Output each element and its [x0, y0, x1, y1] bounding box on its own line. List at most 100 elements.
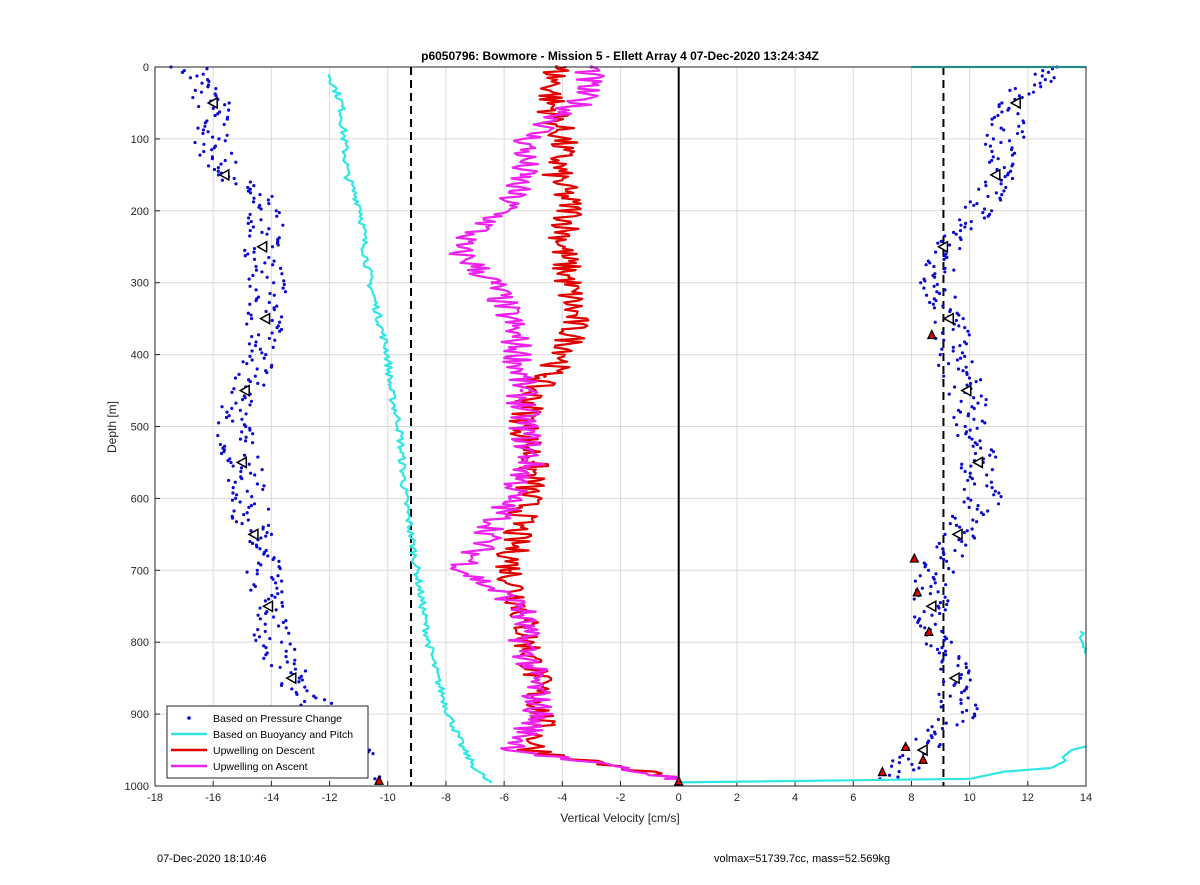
pressure-change-point [1033, 72, 1037, 76]
pressure-change-point [216, 166, 220, 170]
pressure-change-point [977, 187, 981, 191]
profile-triangle-marker [247, 528, 259, 541]
pressure-change-point [989, 480, 993, 484]
pressure-change-point [240, 417, 244, 421]
series-marker [566, 280, 570, 285]
pressure-change-point [914, 737, 918, 741]
pressure-change-point [942, 638, 946, 643]
pressure-change-point [964, 342, 968, 346]
pressure-change-point [996, 113, 1000, 118]
pressure-change-point [251, 225, 255, 229]
pressure-change-point [953, 385, 957, 389]
pressure-change-point [948, 309, 952, 314]
profile-triangle-marker [925, 599, 937, 613]
pressure-change-point [960, 462, 964, 466]
pressure-change-point [986, 194, 990, 199]
series-line [1078, 630, 1088, 655]
pressure-change-point [231, 516, 235, 520]
pressure-change-point [254, 299, 258, 303]
pressure-change-point [203, 124, 207, 128]
pressure-change-point [943, 270, 947, 274]
pressure-change-point [932, 264, 936, 269]
pressure-change-point [248, 302, 252, 306]
profile-triangle-marker [259, 312, 271, 325]
y-tick-label: 800 [131, 637, 149, 649]
pressure-change-point [937, 291, 942, 296]
legend-label: Based on Buoyancy and Pitch [213, 729, 353, 741]
pressure-change-point [250, 495, 254, 499]
pressure-change-point [188, 76, 193, 80]
pressure-change-point [283, 290, 288, 294]
pressure-change-point [988, 144, 993, 148]
profile-triangle-marker [218, 168, 230, 182]
pressure-change-point [999, 198, 1003, 202]
pressure-change-point [943, 266, 947, 270]
pressure-change-point [180, 70, 185, 74]
pressure-change-point [232, 387, 236, 391]
pressure-change-point [973, 451, 978, 456]
pressure-change-point [965, 383, 969, 387]
pressure-change-point [266, 523, 271, 527]
pressure-change-point [1010, 153, 1015, 157]
pressure-change-point [969, 227, 973, 231]
pressure-change-point [206, 85, 210, 89]
y-tick-labels: 0 100 200 300 400 500 600 700 800 900 1000 [125, 62, 149, 793]
profile-triangle-marker [951, 528, 963, 541]
pressure-change-point [248, 180, 252, 184]
pressure-change-point [234, 182, 238, 186]
y-tick-label: 300 [131, 278, 149, 290]
pressure-change-point [945, 255, 949, 260]
pressure-change-point [218, 442, 223, 447]
pressure-change-point [967, 376, 972, 380]
pressure-change-point [960, 554, 964, 558]
pressure-change-point [965, 708, 969, 713]
pressure-change-point [252, 250, 256, 254]
pressure-change-point [262, 356, 266, 360]
pressure-change-point [931, 302, 935, 306]
pressure-change-point [254, 268, 259, 272]
pressure-change-point [962, 500, 966, 504]
pressure-change-point [245, 322, 249, 326]
pressure-change-point [371, 752, 375, 756]
pressure-change-point [227, 101, 231, 105]
pressure-change-point [1049, 79, 1053, 83]
x-tick-label: 0 [676, 792, 682, 804]
pressure-change-point [996, 502, 1001, 506]
pressure-change-point [999, 178, 1004, 182]
pressure-change-point [959, 399, 963, 403]
reference-lines [410, 67, 945, 786]
pressure-change-point [240, 430, 244, 434]
pressure-change-point [990, 209, 994, 213]
pressure-change-point [1006, 173, 1010, 177]
pressure-change-point [230, 390, 234, 394]
pressure-change-point [248, 379, 252, 384]
pressure-change-point [297, 680, 301, 684]
pressure-change-point [248, 354, 252, 358]
series-line [327, 74, 493, 784]
pressure-change-point [988, 453, 992, 457]
pressure-change-point [256, 628, 260, 632]
pressure-change-point [237, 372, 241, 376]
pressure-change-point [919, 281, 923, 285]
pressure-change-point [234, 160, 238, 164]
pressure-change-point [258, 347, 262, 351]
x-tick-label: -10 [380, 792, 396, 804]
pressure-change-point [999, 182, 1003, 186]
pressure-change-point [981, 512, 985, 517]
x-tick-label: 6 [850, 792, 856, 804]
x-tick-label: 10 [964, 792, 976, 804]
pressure-change-point [968, 678, 972, 682]
pressure-change-point [261, 527, 265, 531]
pressure-change-point [277, 559, 281, 563]
pressure-change-point [936, 241, 940, 245]
pressure-change-point [991, 137, 995, 141]
pressure-change-point [314, 696, 318, 700]
pressure-change-point [974, 379, 978, 384]
pressure-change-point [1007, 139, 1012, 143]
pressure-change-point [1012, 151, 1017, 155]
pressure-change-point [263, 622, 267, 626]
pressure-change-point [249, 503, 253, 508]
pressure-change-point [982, 216, 986, 220]
pressure-change-point [225, 410, 229, 414]
pressure-change-point [240, 477, 244, 481]
